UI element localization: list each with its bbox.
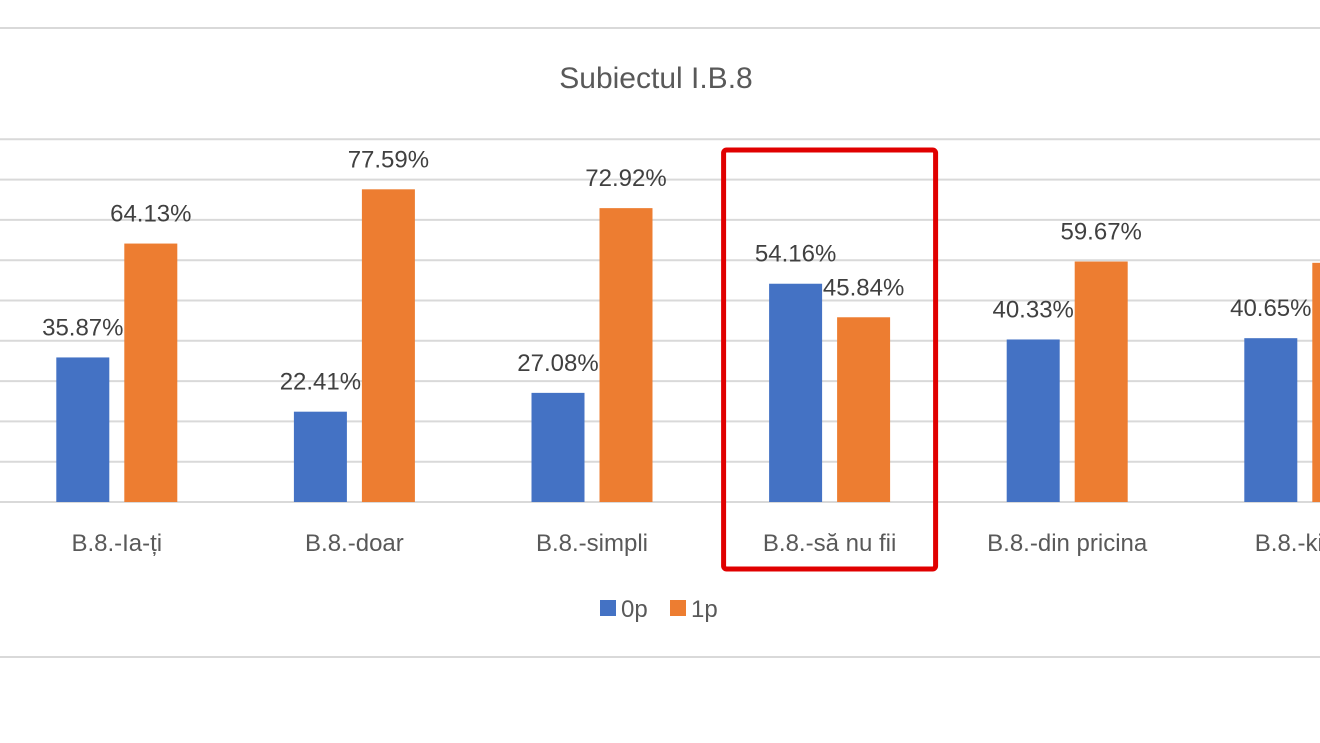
legend-label-0p: 0p [621, 596, 648, 623]
legend-label-1p: 1p [691, 596, 718, 623]
x-tick-label: B.8.-Ia-ți [71, 530, 162, 557]
data-label-0p: 22.41% [280, 369, 361, 396]
x-tick-label: B.8.-să nu fii [763, 530, 896, 557]
legend-swatch-0p [600, 600, 616, 616]
legend-swatch-1p [670, 600, 686, 616]
data-label-0p: 54.16% [755, 241, 836, 268]
data-label-1p: 77.59% [348, 146, 429, 173]
data-label-0p: 35.87% [42, 314, 123, 341]
bar-0p [56, 357, 110, 502]
bar-0p [293, 411, 347, 502]
x-tick-label: B.8.-simpli [536, 530, 648, 557]
bar-0p [769, 283, 823, 502]
x-tick-label: B.8.-doar [305, 530, 404, 557]
highlight-box-group [721, 147, 939, 572]
bar-1p [1312, 262, 1320, 502]
data-labels: 35.87% 64.13% 22.41% 77.59% 27.08% 72.92% 54.1… [42, 146, 1311, 396]
bar-1p [124, 243, 178, 503]
bar-1p [361, 189, 415, 502]
bar-0p [531, 392, 585, 502]
data-label-1p: 45.84% [823, 274, 904, 301]
chart-title: Subiectul I.B.8 [559, 62, 752, 95]
highlight-box [721, 147, 939, 572]
bar-1p [599, 208, 653, 503]
data-label-0p: 27.08% [517, 350, 598, 377]
x-tick-label: B.8.-kilon [1255, 530, 1320, 557]
data-label-1p: 59.67% [1060, 219, 1141, 246]
x-axis-tick-labels: B.8.-Ia-ți B.8.-doar B.8.-simpli B.8.-să nu… [71, 530, 1320, 557]
bar-1p [1074, 261, 1128, 502]
legend: 0p 1p [600, 596, 718, 623]
x-tick-label: B.8.-din pricina [987, 530, 1148, 557]
bar-1p [837, 317, 891, 502]
bars [56, 189, 1320, 503]
gridlines [0, 138, 1320, 503]
bar-0p [1006, 339, 1060, 502]
data-label-1p: 72.92% [585, 165, 666, 192]
data-label-0p: 40.65% [1230, 295, 1311, 322]
data-label-0p: 40.33% [992, 296, 1073, 323]
bar-0p [1244, 338, 1298, 502]
data-label-1p: 64.13% [110, 201, 191, 228]
